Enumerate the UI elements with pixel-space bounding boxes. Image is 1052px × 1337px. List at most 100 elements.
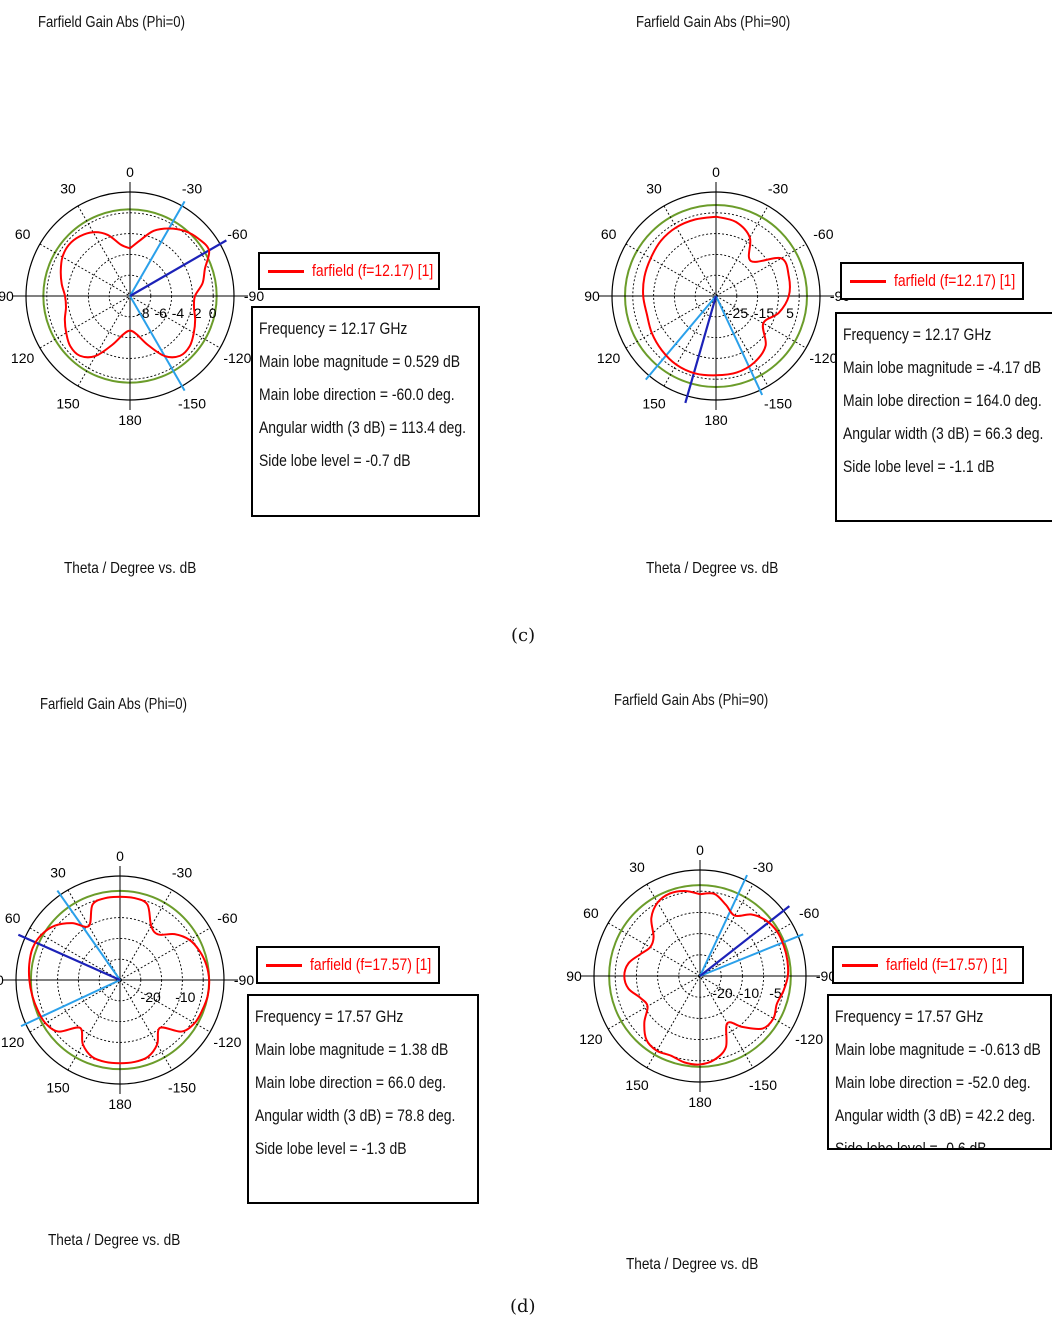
angle-tick-label: -60 xyxy=(227,226,247,242)
angle-tick-label: -30 xyxy=(172,865,192,881)
info-side-lobe-level: Side lobe level = -0.6 dB xyxy=(835,1139,987,1150)
info-angular-width: Angular width (3 dB) = 42.2 deg. xyxy=(835,1106,1036,1125)
polar-chart-2: Farfield Gain Abs (Phi=90) 0 30 -30 60 -60 90… xyxy=(532,0,1052,620)
radiation-pattern-series xyxy=(623,889,790,1066)
polar-chart-3: Farfield Gain Abs (Phi=0) 0 30 -30 60 -60 90 -… xyxy=(0,676,520,1296)
angle-tick-label: -60 xyxy=(799,905,819,921)
angle-tick-label: -120 xyxy=(795,1031,823,1047)
angle-tick-label: -30 xyxy=(182,181,202,197)
legend-label: farfield (f=12.17) [1] xyxy=(894,271,1016,290)
angle-tick-label: 0 xyxy=(696,842,704,858)
angle-tick-label: 120 xyxy=(11,350,35,366)
beamwidth-line xyxy=(645,295,717,381)
angle-tick-label: 60 xyxy=(15,226,31,242)
radial-tick-label: -10 xyxy=(739,985,759,1001)
x-axis-label: Theta / Degree vs. dB xyxy=(646,560,779,577)
angle-tick-label: -150 xyxy=(749,1077,777,1093)
main-lobe-line xyxy=(684,295,718,404)
radial-tick-label: 5 xyxy=(786,305,794,321)
info-main-lobe-direction: Main lobe direction = -52.0 deg. xyxy=(835,1073,1031,1092)
radial-tick-label: -4 xyxy=(172,305,185,321)
angle-tick-label: 30 xyxy=(629,859,645,875)
info-box: Frequency = 17.57 GHz Main lobe magnitud… xyxy=(247,994,479,1204)
info-angular-width: Angular width (3 dB) = 66.3 deg. xyxy=(843,424,1044,443)
angle-tick-label: 150 xyxy=(46,1079,70,1095)
polar-plot: 0 30 -30 60 -60 90 -90 120 -120 150 -150 180 -20 -10-… xyxy=(566,842,836,1110)
radial-tick-label: -5 xyxy=(769,985,782,1001)
subfigure-caption-d: (d) xyxy=(510,1296,536,1317)
info-box: Frequency = 12.17 GHz Main lobe magnitud… xyxy=(251,306,480,517)
info-angular-width: Angular width (3 dB) = 78.8 deg. xyxy=(255,1106,456,1125)
angle-tick-label: 180 xyxy=(688,1094,712,1110)
radial-tick-label: -20 xyxy=(712,985,732,1001)
beamwidth-line xyxy=(715,295,764,396)
x-axis-label: Theta / Degree vs. dB xyxy=(64,560,197,577)
angle-tick-label: 180 xyxy=(118,412,142,428)
chart-title: Farfield Gain Abs (Phi=90) xyxy=(614,692,769,709)
info-main-lobe-direction: Main lobe direction = 164.0 deg. xyxy=(843,391,1042,410)
angle-tick-label: 30 xyxy=(50,865,66,881)
x-axis-label: Theta / Degree vs. dB xyxy=(626,1256,759,1273)
angle-tick-label: 90 xyxy=(584,288,600,304)
legend-swatch xyxy=(842,963,878,967)
info-side-lobe-level: Side lobe level = -0.7 dB xyxy=(259,451,411,470)
x-axis-label: Theta / Degree vs. dB xyxy=(48,1232,181,1249)
radial-tick-label: -8 xyxy=(137,305,150,321)
chart-title: Farfield Gain Abs (Phi=0) xyxy=(40,696,187,713)
polar-chart-1: Farfield Gain Abs (Phi=0) 0 30 -30 60 -60 90-… xyxy=(0,0,520,620)
legend-label: farfield (f=17.57) [1] xyxy=(310,955,432,974)
legend: farfield (f=12.17) [1] xyxy=(840,262,1024,300)
legend-swatch xyxy=(268,269,304,273)
info-box: Frequency = 12.17 GHz Main lobe magnitud… xyxy=(835,312,1052,522)
angle-tick-label: 180 xyxy=(108,1096,132,1112)
angle-tick-label: 60 xyxy=(583,905,599,921)
info-main-lobe-magnitude: Main lobe magnitude = 0.529 dB xyxy=(259,352,461,371)
angle-tick-label: -90 xyxy=(244,288,264,304)
angle-tick-label: -120 xyxy=(809,350,837,366)
radial-tick-label: -15 xyxy=(754,305,774,321)
angle-tick-label: -120 xyxy=(213,1034,241,1050)
angle-tick-label: -60 xyxy=(217,910,237,926)
chart-title: Farfield Gain Abs (Phi=0) xyxy=(38,14,185,31)
angle-tick-label: 0 xyxy=(116,848,124,864)
angle-tick-label: -150 xyxy=(178,395,206,411)
info-main-lobe-magnitude: Main lobe magnitude = -4.17 dB xyxy=(843,358,1042,377)
main-lobe-line xyxy=(129,239,227,297)
beamwidth-line xyxy=(129,200,186,297)
info-angular-width: Angular width (3 dB) = 113.4 deg. xyxy=(259,418,467,437)
beamwidth-line xyxy=(699,933,804,977)
radial-tick-label: -20 xyxy=(141,989,161,1005)
radiation-pattern-series xyxy=(27,895,211,1065)
subfigure-caption-c: (c) xyxy=(511,625,536,646)
main-lobe-line xyxy=(699,905,791,977)
angle-tick-label: 30 xyxy=(60,181,76,197)
angle-tick-label: 60 xyxy=(601,226,617,242)
angle-tick-label: 150 xyxy=(56,395,80,411)
info-main-lobe-direction: Main lobe direction = 66.0 deg. xyxy=(255,1073,447,1092)
radial-tick-label: -25 xyxy=(728,305,748,321)
angle-tick-label: 150 xyxy=(625,1077,649,1093)
angle-tick-label: -90 xyxy=(816,968,836,984)
polar-plot: 0 30 -30 60 -60 90 -90 120 -120 150 -150 180 -20 -10 xyxy=(0,848,254,1112)
info-frequency: Frequency = 17.57 GHz xyxy=(835,1007,984,1026)
info-side-lobe-level: Side lobe level = -1.3 dB xyxy=(255,1139,407,1158)
info-main-lobe-magnitude: Main lobe magnitude = 1.38 dB xyxy=(255,1040,449,1059)
radial-tick-label: -10 xyxy=(175,989,195,1005)
angle-tick-label: -150 xyxy=(764,395,792,411)
chart-title: Farfield Gain Abs (Phi=90) xyxy=(636,14,791,31)
radial-tick-label: -6 xyxy=(154,305,167,321)
angle-tick-label: 180 xyxy=(704,412,728,428)
angle-tick-label: 150 xyxy=(642,395,666,411)
legend: farfield (f=17.57) [1] xyxy=(256,946,440,984)
angle-tick-label: 120 xyxy=(579,1031,603,1047)
info-frequency: Frequency = 12.17 GHz xyxy=(259,319,408,338)
legend-swatch xyxy=(850,279,886,283)
info-frequency: Frequency = 12.17 GHz xyxy=(843,325,992,344)
info-frequency: Frequency = 17.57 GHz xyxy=(255,1007,404,1026)
info-box: Frequency = 17.57 GHz Main lobe magnitud… xyxy=(827,994,1052,1150)
beamwidth-line xyxy=(20,979,121,1028)
angle-tick-label: 90 xyxy=(566,968,582,984)
angle-tick-label: 0 xyxy=(712,164,720,180)
angle-tick-label: 90 xyxy=(0,288,14,304)
